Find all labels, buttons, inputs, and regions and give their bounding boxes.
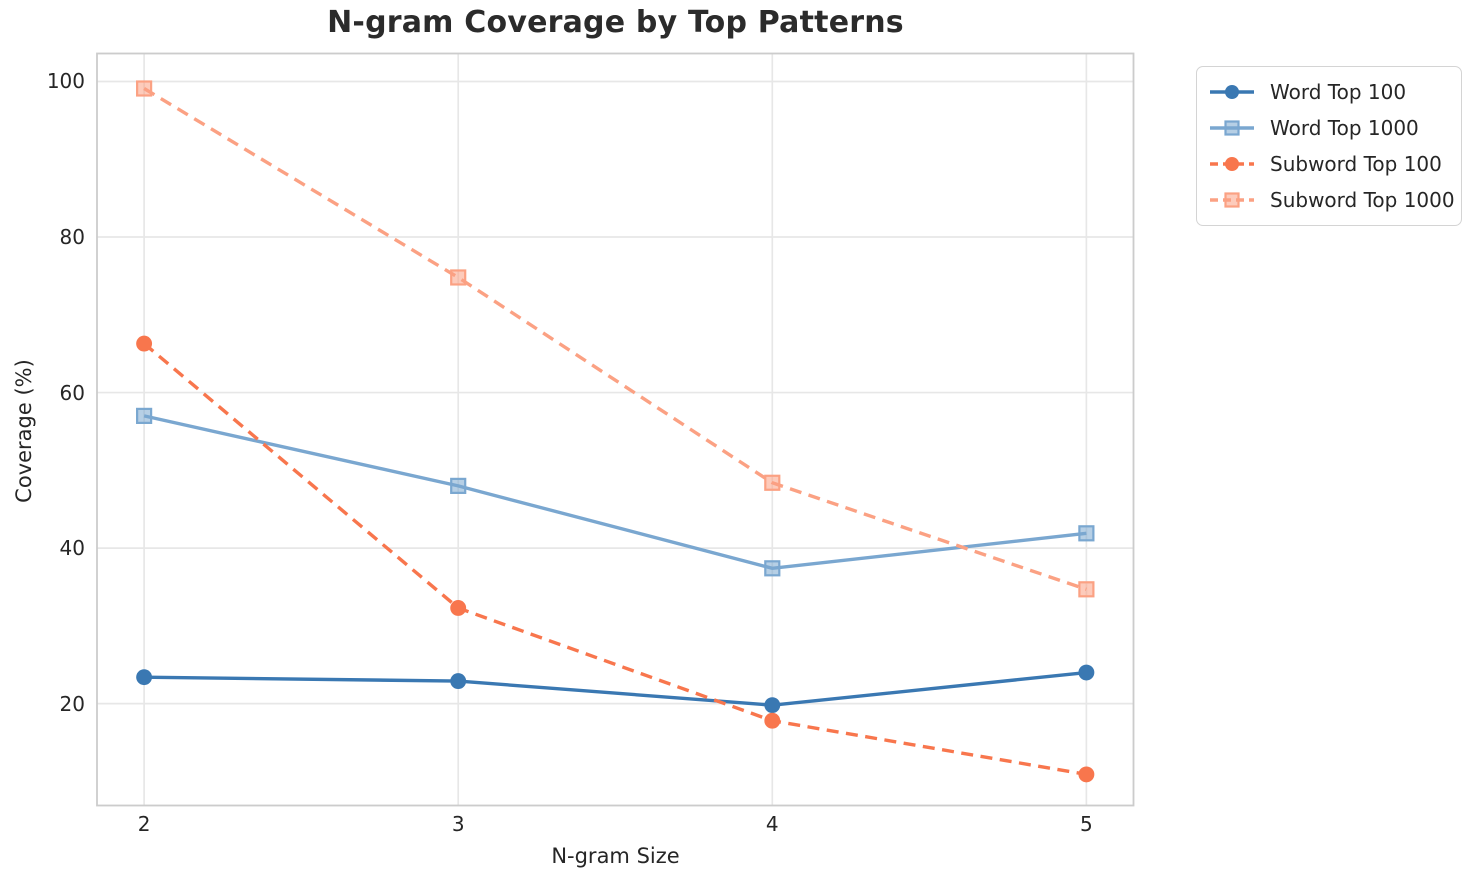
series-line bbox=[143, 414, 1087, 571]
data-point bbox=[764, 697, 781, 714]
data-point bbox=[1078, 525, 1095, 542]
legend-label: Subword Top 100 bbox=[1270, 152, 1442, 176]
x-axis-label: N-gram Size bbox=[551, 844, 680, 868]
legend-marker bbox=[1224, 192, 1240, 208]
legend-item: Word Top 1000 bbox=[1207, 110, 1451, 146]
axes-spines bbox=[96, 52, 1135, 807]
legend-label: Word Top 1000 bbox=[1270, 116, 1419, 140]
data-point bbox=[764, 560, 781, 577]
legend-item: Subword Top 1000 bbox=[1207, 182, 1455, 218]
y-tick-label: 60 bbox=[59, 380, 85, 405]
y-tick-label: 20 bbox=[59, 691, 85, 716]
data-point bbox=[1078, 766, 1095, 783]
data-point bbox=[1078, 664, 1095, 681]
x-tick-label: 5 bbox=[1080, 812, 1093, 836]
legend-swatch-circle-icon bbox=[1210, 157, 1254, 171]
data-point bbox=[450, 269, 467, 286]
legend: Word Top 100 Word Top 1000 Subword Top 100… bbox=[1196, 66, 1462, 226]
x-tick-label: 3 bbox=[451, 812, 465, 836]
legend-swatch-square-icon bbox=[1210, 192, 1254, 208]
data-point bbox=[136, 669, 153, 686]
series-word-top-100 bbox=[136, 664, 1095, 714]
y-tick-label: 40 bbox=[59, 536, 85, 561]
data-point bbox=[764, 712, 781, 729]
legend-item: Subword Top 100 bbox=[1207, 146, 1451, 182]
series-line bbox=[143, 87, 1087, 591]
data-point bbox=[450, 673, 467, 690]
y-tick-label: 100 bbox=[46, 69, 85, 94]
data-point bbox=[136, 335, 153, 352]
data-point bbox=[1078, 581, 1095, 598]
legend-swatch-square-icon bbox=[1210, 120, 1254, 136]
y-tick-label: 80 bbox=[59, 225, 85, 250]
legend-item: Word Top 100 bbox=[1207, 74, 1451, 110]
x-tick-label: 4 bbox=[765, 812, 779, 836]
data-point bbox=[136, 407, 153, 424]
x-tick-label: 2 bbox=[137, 812, 151, 836]
data-point bbox=[764, 474, 781, 491]
legend-label: Word Top 100 bbox=[1270, 80, 1407, 104]
chart-title: N-gram Coverage by Top Patterns bbox=[327, 5, 904, 40]
series-word-top-1000 bbox=[136, 407, 1095, 577]
legend-marker bbox=[1225, 85, 1239, 99]
series-line bbox=[143, 342, 1087, 777]
legend-marker bbox=[1224, 120, 1240, 136]
series-subword-top-100 bbox=[136, 335, 1095, 783]
data-point bbox=[450, 600, 467, 616]
series-line bbox=[144, 670, 1087, 707]
series-subword-top-1000 bbox=[136, 80, 1095, 598]
legend-label: Subword Top 1000 bbox=[1270, 188, 1455, 212]
legend-marker bbox=[1225, 157, 1239, 171]
legend-swatch-circle-icon bbox=[1210, 85, 1254, 99]
data-point bbox=[136, 80, 153, 97]
data-point bbox=[450, 477, 467, 494]
